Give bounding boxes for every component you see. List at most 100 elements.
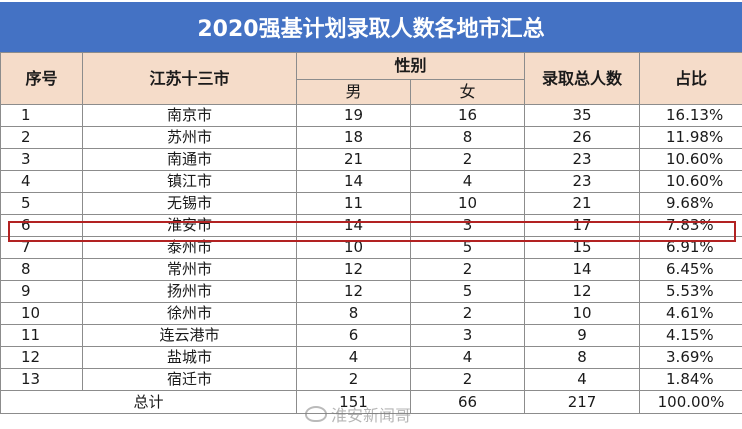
cell-female: 4	[409, 346, 526, 369]
header-total: 录取总人数	[524, 52, 641, 105]
cell-ratio: 4.15%	[639, 324, 742, 347]
table-footer: 总计 151 66 217 100.00%	[0, 390, 742, 414]
watermark: 淮安新闻哥	[305, 403, 435, 425]
cell-ratio: 6.91%	[639, 236, 742, 259]
total-count: 217	[524, 390, 641, 414]
cell-female: 5	[409, 280, 526, 303]
cell-male: 10	[296, 236, 411, 259]
cell-total: 26	[524, 126, 641, 149]
table-header: 序号 江苏十三市 性别 录取总人数 占比 男 女	[0, 52, 742, 105]
cell-city: 常州市	[82, 258, 297, 281]
cell-female: 16	[409, 104, 526, 127]
cell-male: 14	[296, 170, 411, 193]
cell-total: 21	[524, 192, 641, 215]
header-seq: 序号	[0, 52, 83, 105]
cell-total: 12	[524, 280, 641, 303]
cell-female: 8	[409, 126, 526, 149]
header-female: 女	[409, 79, 526, 105]
cell-seq: 2	[0, 126, 83, 149]
cell-seq: 11	[0, 324, 83, 347]
cell-ratio: 6.45%	[639, 258, 742, 281]
cell-city: 无锡市	[82, 192, 297, 215]
total-row: 总计 151 66 217 100.00%	[0, 390, 742, 414]
cell-seq: 9	[0, 280, 83, 303]
cell-ratio: 1.84%	[639, 368, 742, 391]
watermark-text: 淮安新闻哥	[331, 406, 412, 425]
cell-total: 9	[524, 324, 641, 347]
cell-total: 17	[524, 214, 641, 237]
weibo-logo-icon	[305, 406, 327, 422]
cell-total: 4	[524, 368, 641, 391]
table-row: 8 常州市 12 2 14 6.45%	[0, 258, 742, 281]
cell-total: 35	[524, 104, 641, 127]
cell-male: 8	[296, 302, 411, 325]
cell-total: 14	[524, 258, 641, 281]
table-row: 5 无锡市 11 10 21 9.68%	[0, 192, 742, 215]
cell-total: 23	[524, 170, 641, 193]
table-row: 7 泰州市 10 5 15 6.91%	[0, 236, 742, 259]
cell-female: 2	[409, 258, 526, 281]
cell-city: 镇江市	[82, 170, 297, 193]
cell-seq: 12	[0, 346, 83, 369]
cell-seq: 1	[0, 104, 83, 127]
table-row: 9 扬州市 12 5 12 5.53%	[0, 280, 742, 303]
table-row: 13 宿迁市 2 2 4 1.84%	[0, 368, 742, 391]
cell-ratio: 16.13%	[639, 104, 742, 127]
cell-ratio: 4.61%	[639, 302, 742, 325]
cell-seq: 3	[0, 148, 83, 171]
summary-table: 序号 江苏十三市 性别 录取总人数 占比 男 女 1 南京市 19 16 35 16.13…	[0, 52, 742, 414]
cell-seq: 5	[0, 192, 83, 215]
table-row: 6 淮安市 14 3 17 7.83%	[0, 214, 742, 237]
cell-seq: 4	[0, 170, 83, 193]
cell-male: 6	[296, 324, 411, 347]
cell-male: 19	[296, 104, 411, 127]
cell-ratio: 11.98%	[639, 126, 742, 149]
table-body: 1 南京市 19 16 35 16.13% 2 苏州市 18 8 26 11.98% 3 南通市 21 2 23…	[0, 104, 742, 391]
table-row: 4 镇江市 14 4 23 10.60%	[0, 170, 742, 193]
cell-female: 2	[409, 302, 526, 325]
header-city: 江苏十三市	[82, 52, 297, 105]
sheet-title: 2020强基计划录取人数各地市汇总	[0, 2, 742, 52]
cell-male: 14	[296, 214, 411, 237]
cell-female: 3	[409, 214, 526, 237]
cell-seq: 8	[0, 258, 83, 281]
table-row: 3 南通市 21 2 23 10.60%	[0, 148, 742, 171]
cell-male: 2	[296, 368, 411, 391]
cell-female: 2	[409, 368, 526, 391]
cell-city: 南通市	[82, 148, 297, 171]
cell-ratio: 9.68%	[639, 192, 742, 215]
table-row: 1 南京市 19 16 35 16.13%	[0, 104, 742, 127]
cell-total: 10	[524, 302, 641, 325]
header-gender: 性别	[295, 52, 526, 80]
total-female: 66	[409, 390, 526, 414]
table-row: 10 徐州市 8 2 10 4.61%	[0, 302, 742, 325]
cell-ratio: 5.53%	[639, 280, 742, 303]
cell-seq: 6	[0, 214, 83, 237]
cell-female: 4	[409, 170, 526, 193]
cell-female: 5	[409, 236, 526, 259]
table-row: 2 苏州市 18 8 26 11.98%	[0, 126, 742, 149]
cell-ratio: 3.69%	[639, 346, 742, 369]
cell-ratio: 10.60%	[639, 170, 742, 193]
cell-city: 盐城市	[82, 346, 297, 369]
cell-male: 12	[296, 258, 411, 281]
cell-city: 扬州市	[82, 280, 297, 303]
cell-male: 4	[296, 346, 411, 369]
cell-female: 3	[409, 324, 526, 347]
cell-city: 苏州市	[82, 126, 297, 149]
table-row: 11 连云港市 6 3 9 4.15%	[0, 324, 742, 347]
cell-city: 宿迁市	[82, 368, 297, 391]
cell-city: 淮安市	[82, 214, 297, 237]
cell-ratio: 7.83%	[639, 214, 742, 237]
cell-male: 21	[296, 148, 411, 171]
cell-total: 23	[524, 148, 641, 171]
header-ratio: 占比	[639, 52, 742, 105]
cell-male: 11	[296, 192, 411, 215]
cell-male: 12	[296, 280, 411, 303]
total-ratio: 100.00%	[639, 390, 742, 414]
cell-total: 8	[524, 346, 641, 369]
cell-city: 南京市	[82, 104, 297, 127]
table-row: 12 盐城市 4 4 8 3.69%	[0, 346, 742, 369]
total-male: 151	[296, 390, 411, 414]
